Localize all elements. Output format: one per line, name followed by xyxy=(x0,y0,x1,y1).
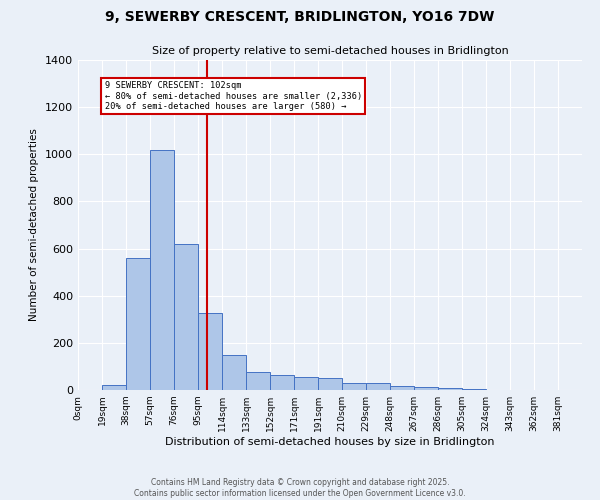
Bar xyxy=(294,377,318,390)
Bar xyxy=(366,383,390,390)
Bar xyxy=(414,387,438,390)
Bar xyxy=(342,383,366,390)
Bar xyxy=(126,258,150,390)
Bar xyxy=(198,314,222,390)
Text: 9, SEWERBY CRESCENT, BRIDLINGTON, YO16 7DW: 9, SEWERBY CRESCENT, BRIDLINGTON, YO16 7… xyxy=(106,10,494,24)
Bar xyxy=(150,150,174,390)
Text: Contains HM Land Registry data © Crown copyright and database right 2025.
Contai: Contains HM Land Registry data © Crown c… xyxy=(134,478,466,498)
Y-axis label: Number of semi-detached properties: Number of semi-detached properties xyxy=(29,128,40,322)
Bar xyxy=(318,378,342,390)
Bar xyxy=(390,386,414,390)
Text: 9 SEWERBY CRESCENT: 102sqm
← 80% of semi-detached houses are smaller (2,336)
20%: 9 SEWERBY CRESCENT: 102sqm ← 80% of semi… xyxy=(104,81,362,111)
Bar xyxy=(102,386,126,390)
Title: Size of property relative to semi-detached houses in Bridlington: Size of property relative to semi-detach… xyxy=(152,46,508,56)
X-axis label: Distribution of semi-detached houses by size in Bridlington: Distribution of semi-detached houses by … xyxy=(165,437,495,447)
Bar xyxy=(246,372,270,390)
Bar xyxy=(270,374,294,390)
Bar xyxy=(174,244,198,390)
Bar xyxy=(438,388,462,390)
Bar xyxy=(222,355,246,390)
